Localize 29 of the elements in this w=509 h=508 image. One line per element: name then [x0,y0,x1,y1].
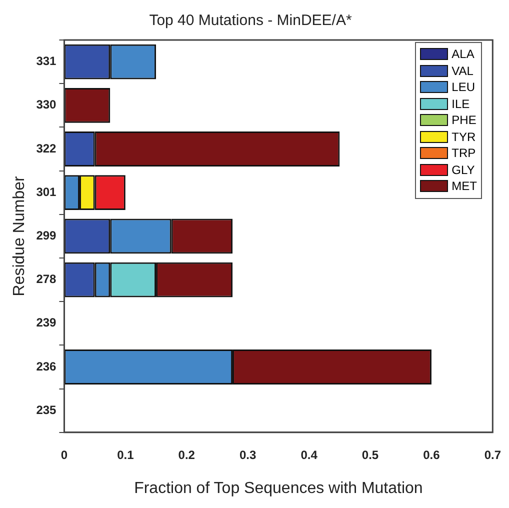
x-tick-label: 0.7 [484,448,502,462]
y-tick-label: 330 [36,98,57,112]
y-tick-label: 239 [36,316,57,330]
x-tick-label: 0 [60,448,68,462]
x-tick-label: 0.3 [239,448,256,462]
legend-label: ALA [452,47,474,62]
y-tick-label: 299 [36,228,57,243]
legend-label: TRP [452,146,476,160]
legend-label: PHE [452,113,476,128]
x-axis-title: Fraction of Top Sequences with Mutation [134,480,423,497]
legend-label: MET [452,179,477,194]
legend-label: LEU [452,80,475,94]
y-tick-label: 322 [36,141,57,156]
x-tick-label: 0.2 [178,448,196,462]
x-tick-label: 0.5 [362,448,379,462]
x-tick-label: 0.1 [117,448,134,462]
y-tick-label: 301 [36,184,57,199]
x-tick-label: 0.6 [423,448,440,462]
y-tick-label: 235 [36,402,57,417]
y-tick-label: 278 [36,272,57,286]
y-tick-label: 236 [36,359,57,374]
legend-label: ILE [452,96,470,111]
y-tick-label: 331 [36,54,57,68]
legend-label: GLY [452,162,475,177]
chart-title: Top 40 Mutations - MinDEE/A* [149,12,352,30]
x-tick-label: 0.4 [300,448,318,462]
legend-label: VAL [452,64,474,78]
legend-label: TYR [452,130,476,144]
y-axis-title: Residue Number [11,176,28,296]
